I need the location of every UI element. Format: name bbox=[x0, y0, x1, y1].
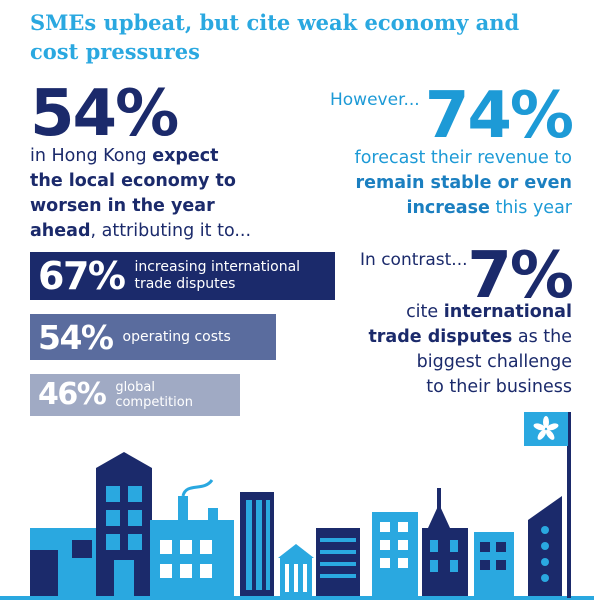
building-spire bbox=[422, 488, 468, 596]
right-top-text-3-bold: increase bbox=[406, 198, 490, 218]
left-text-4: , attributing it to... bbox=[90, 221, 252, 241]
building-tower-light bbox=[240, 492, 274, 596]
bar-label-line2: trade disputes bbox=[134, 276, 236, 292]
right-top-description: forecast their revenue to remain stable … bbox=[292, 146, 572, 221]
building-temple bbox=[278, 544, 314, 596]
bar-percentage: 67% bbox=[38, 254, 126, 298]
bar-percentage: 46% bbox=[38, 377, 107, 412]
left-description: in Hong Kong expect the local economy to… bbox=[30, 144, 330, 244]
left-text-3-bold: worsen in the year bbox=[30, 196, 215, 216]
bar-operating-costs: 54% operating costs bbox=[30, 314, 276, 360]
bar-percentage: 54% bbox=[38, 317, 114, 357]
right-top-text-3: this year bbox=[489, 198, 572, 218]
right-bottom-text-1: cite bbox=[406, 302, 444, 322]
right-bottom-text-3: biggest challenge bbox=[416, 352, 572, 372]
right-bottom-big-percentage: 7% bbox=[467, 239, 574, 313]
building-factory bbox=[150, 478, 234, 596]
right-top-text-2-bold: remain stable or even bbox=[355, 173, 572, 193]
bar-trade-disputes: 67% increasing international trade disput… bbox=[30, 252, 335, 300]
bar-label: increasing international trade disputes bbox=[134, 259, 300, 293]
however-lead: However... bbox=[330, 90, 420, 110]
page-title: SMEs upbeat, but cite weak economy and c… bbox=[30, 10, 520, 64]
left-text-4-bold: ahead bbox=[30, 221, 91, 241]
building-house bbox=[30, 528, 100, 596]
bar-label: operating costs bbox=[122, 328, 231, 345]
right-bottom-text-2-bold: trade disputes bbox=[368, 327, 513, 347]
bar-label-line2: competition bbox=[115, 395, 193, 410]
left-text-1-bold: expect bbox=[152, 146, 219, 166]
building-slanted bbox=[528, 496, 562, 596]
left-text-1: in Hong Kong bbox=[30, 146, 153, 166]
bar-label: global competition bbox=[115, 380, 193, 410]
right-bottom-text-2: as the bbox=[512, 327, 572, 347]
building-office bbox=[372, 512, 418, 596]
right-bottom-description: cite international trade disputes as the… bbox=[312, 300, 572, 400]
bar-global-competition: 46% global competition bbox=[30, 374, 240, 416]
in-contrast-lead: In contrast... bbox=[360, 250, 468, 270]
right-top-text-1: forecast their revenue to bbox=[354, 148, 572, 168]
hong-kong-flag-icon bbox=[524, 412, 571, 598]
left-big-percentage: 54% bbox=[30, 77, 179, 151]
right-big-percentage: 74% bbox=[424, 79, 574, 153]
right-bottom-text-4: to their business bbox=[426, 377, 572, 397]
right-bottom-text-1-bold: international bbox=[443, 302, 572, 322]
bar-label-line1: increasing international bbox=[134, 259, 301, 275]
left-text-2-bold: the local economy to bbox=[30, 171, 236, 191]
bar-label-line1: global bbox=[115, 380, 155, 395]
building-striped bbox=[316, 528, 360, 596]
city-skyline-illustration bbox=[0, 412, 594, 600]
building-right bbox=[474, 532, 514, 596]
building-tower-dark bbox=[96, 452, 152, 596]
